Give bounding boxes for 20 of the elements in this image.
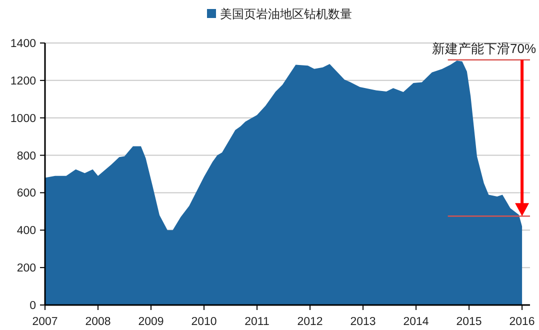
y-tick-label: 200 [16, 262, 36, 275]
annotation: 新建产能下滑70% [432, 40, 536, 56]
x-tick-label: 2009 [138, 316, 164, 328]
x-tick-label: 2007 [32, 316, 58, 328]
y-tick-label: 0 [30, 300, 36, 312]
x-tick-label: 2010 [191, 316, 217, 328]
y-tick-label: 800 [16, 150, 36, 162]
y-tick-label: 1000 [10, 112, 36, 125]
x-tick-label: 2012 [297, 316, 323, 328]
y-tick-label: 400 [16, 225, 36, 238]
x-tick-label: 2011 [244, 316, 270, 328]
y-tick-label: 1200 [10, 75, 36, 88]
x-tick-label: 2015 [456, 316, 482, 328]
x-tick-label: 2016 [509, 316, 535, 328]
y-tick-label: 1400 [10, 38, 36, 50]
y-tick-label: 600 [16, 188, 36, 200]
x-tick-label: 2014 [403, 316, 430, 328]
x-tick-label: 2013 [350, 316, 376, 328]
legend-label: 美国页岩油地区钻机数量 [220, 7, 352, 21]
x-tick-label: 2008 [85, 316, 111, 328]
